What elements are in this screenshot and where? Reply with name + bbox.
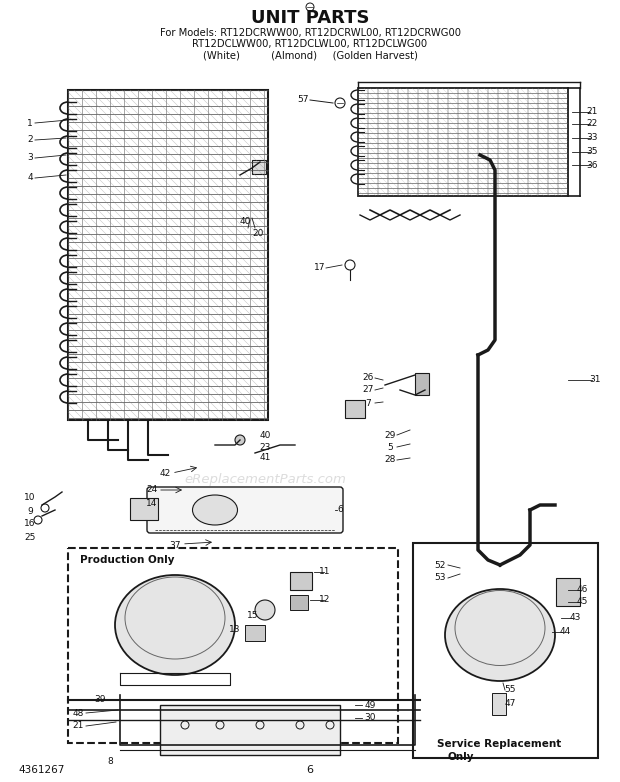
Text: 22: 22 [587, 120, 598, 128]
Text: 12: 12 [319, 596, 330, 604]
Bar [130, 498, 158, 520]
Text: 26: 26 [362, 374, 374, 382]
Text: 10: 10 [24, 493, 36, 503]
Text: 30: 30 [365, 713, 376, 723]
Text: 13: 13 [229, 626, 241, 634]
Text: 25: 25 [24, 533, 36, 541]
Text: 21: 21 [73, 722, 84, 730]
Text: 42: 42 [159, 468, 170, 478]
Text: 40: 40 [239, 217, 250, 227]
Text: 37: 37 [169, 540, 181, 550]
Ellipse shape [115, 575, 235, 675]
Text: 2: 2 [27, 135, 33, 145]
Text: 15: 15 [247, 611, 259, 619]
Text: 36: 36 [587, 160, 598, 170]
Text: UNIT PARTS: UNIT PARTS [250, 9, 370, 27]
Bar [415, 373, 429, 395]
Bar [290, 572, 312, 590]
Text: 47: 47 [504, 698, 516, 708]
Text: 4361267: 4361267 [18, 765, 64, 775]
Text: 52: 52 [435, 561, 446, 569]
Text: 9: 9 [27, 507, 33, 515]
Text: eReplacementParts.com: eReplacementParts.com [184, 473, 346, 486]
Text: Service Replacement: Service Replacement [437, 739, 561, 749]
Ellipse shape [192, 495, 237, 525]
Text: 45: 45 [577, 597, 588, 607]
Circle shape [235, 435, 245, 445]
Ellipse shape [445, 589, 555, 681]
Text: 24: 24 [146, 486, 157, 494]
Text: 43: 43 [569, 614, 581, 622]
Text: For Models: RT12DCRWW00, RT12DCRWL00, RT12DCRWG00: For Models: RT12DCRWW00, RT12DCRWL00, RT… [159, 28, 461, 38]
Text: 16: 16 [24, 519, 36, 529]
Text: 21: 21 [587, 107, 598, 117]
Text: 6: 6 [306, 765, 314, 775]
Text: 6: 6 [337, 505, 343, 515]
Text: 41: 41 [259, 454, 271, 462]
Bar [290, 595, 308, 610]
Text: Only: Only [448, 752, 474, 762]
Text: 7: 7 [365, 399, 371, 407]
Bar [345, 400, 365, 418]
Text: Production Only: Production Only [80, 555, 174, 565]
Text: 11: 11 [319, 568, 330, 576]
Text: 48: 48 [73, 708, 84, 718]
Text: 55: 55 [504, 686, 516, 694]
Text: 29: 29 [384, 431, 396, 439]
Text: 4: 4 [27, 174, 33, 182]
Text: 35: 35 [587, 148, 598, 156]
FancyBboxPatch shape [147, 487, 343, 533]
Text: 8: 8 [107, 758, 113, 766]
Text: 31: 31 [589, 375, 601, 385]
Bar [252, 160, 266, 174]
Text: (White)          (Almond)     (Golden Harvest): (White) (Almond) (Golden Harvest) [203, 50, 417, 60]
Circle shape [255, 600, 275, 620]
Text: 40: 40 [259, 431, 271, 439]
Bar [68, 90, 268, 420]
Text: RT12DCLWW00, RT12DCLWL00, RT12DCLWG00: RT12DCLWW00, RT12DCLWL00, RT12DCLWG00 [192, 39, 428, 49]
Text: 33: 33 [587, 134, 598, 142]
Text: 23: 23 [259, 443, 271, 451]
Text: 14: 14 [146, 498, 157, 508]
Bar [245, 625, 265, 641]
Text: 17: 17 [314, 264, 326, 272]
Text: 5: 5 [387, 443, 393, 451]
Text: 57: 57 [297, 95, 309, 103]
Text: 46: 46 [577, 586, 588, 594]
Text: 3: 3 [27, 153, 33, 163]
Text: 1: 1 [27, 119, 33, 127]
Text: 53: 53 [434, 573, 446, 583]
Text: 49: 49 [365, 701, 376, 709]
Text: 44: 44 [559, 627, 570, 637]
Text: 20: 20 [252, 228, 264, 238]
Text: 27: 27 [362, 386, 374, 394]
Bar [556, 578, 580, 606]
Text: 28: 28 [384, 455, 396, 465]
Text: 39: 39 [94, 695, 106, 705]
Bar [160, 705, 340, 755]
Bar [492, 693, 506, 715]
Bar [358, 88, 568, 196]
